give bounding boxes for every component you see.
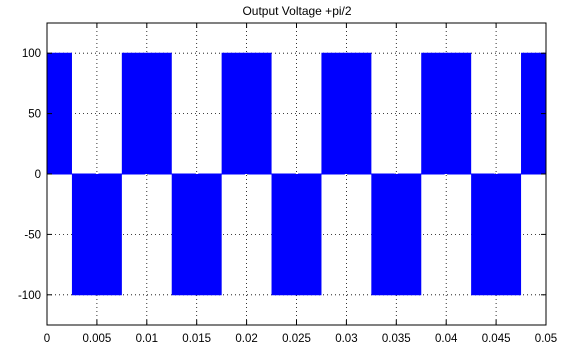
x-tick-label: 0.035 — [382, 333, 411, 345]
series-line — [46, 52, 547, 296]
y-tick-label: 0 — [35, 169, 41, 181]
x-tick-label: 0.025 — [282, 333, 311, 345]
y-tick-label: -50 — [24, 229, 41, 241]
y-axis: -100 -50 0 50 100 — [18, 48, 546, 302]
x-tick-label: 0.02 — [235, 333, 257, 345]
x-tick-label: 0.05 — [535, 333, 557, 345]
x-axis: 0 0.005 0.01 0.015 0.02 0.025 0.03 0.035 0.04 0.0… — [44, 23, 557, 345]
x-tick-label: 0.01 — [136, 333, 158, 345]
y-tick-label: 50 — [28, 109, 41, 121]
x-tick-label: 0.015 — [182, 333, 211, 345]
x-tick-label: 0.045 — [482, 333, 511, 345]
y-tick-label: -100 — [18, 290, 41, 302]
series-output-voltage — [46, 52, 547, 296]
x-tick-label: 0.04 — [435, 333, 458, 345]
x-tick-label: 0 — [44, 333, 50, 345]
x-tick-label: 0.03 — [335, 333, 357, 345]
x-tick-label: 0.005 — [83, 333, 112, 345]
chart-title: Output Voltage +pi/2 — [242, 4, 351, 18]
y-tick-label: 100 — [22, 48, 41, 60]
